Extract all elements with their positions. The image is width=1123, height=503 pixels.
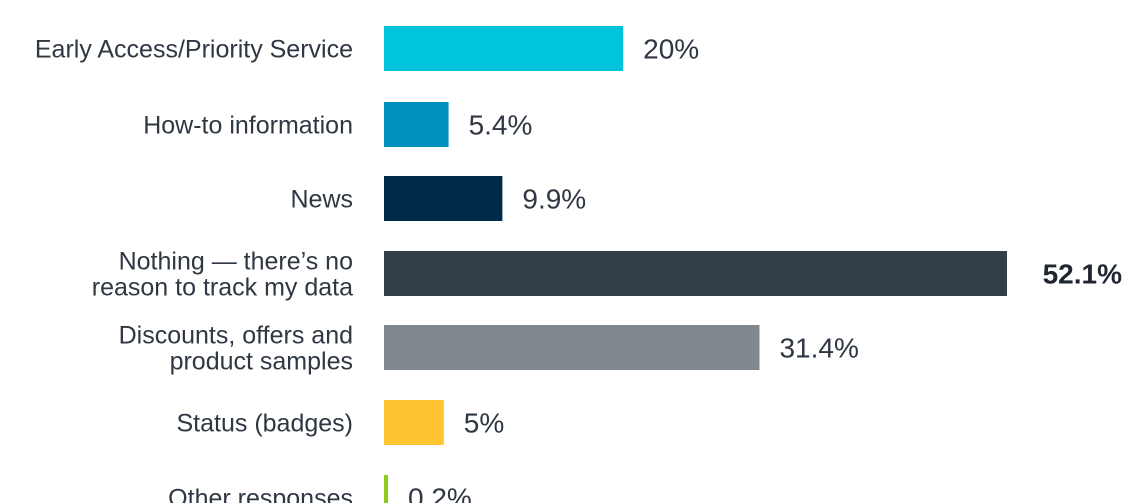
category-labels-group: Early Access/Priority Service How-to info… xyxy=(35,36,353,503)
category-label-line: Discounts, offers and xyxy=(119,322,353,350)
category-label-6: Other responses xyxy=(168,485,353,503)
category-label-4: Discounts, offers and product samples xyxy=(119,322,353,376)
value-labels-group: 20% 5.4% 9.9% 52.1% 31.4% 5% 0.2% xyxy=(408,34,1122,503)
value-label-2: 9.9% xyxy=(522,184,586,215)
bar-0 xyxy=(384,26,624,71)
bar-5 xyxy=(384,400,444,445)
bar-4 xyxy=(384,325,760,370)
category-label-1: How-to information xyxy=(143,112,353,140)
value-label-1: 5.4% xyxy=(469,110,533,141)
bar-2 xyxy=(384,176,503,221)
value-label-0: 20% xyxy=(643,34,699,65)
category-label-line: Status (badges) xyxy=(177,410,354,438)
bar-3 xyxy=(384,251,1007,296)
value-label-3: 52.1% xyxy=(1043,259,1122,290)
category-label-line: product samples xyxy=(170,348,353,376)
category-label-2: News xyxy=(290,186,353,214)
value-label-6: 0.2% xyxy=(408,483,472,503)
category-label-0: Early Access/Priority Service xyxy=(35,36,353,64)
category-label-3: Nothing — there’s no reason to track my d… xyxy=(92,248,353,302)
value-label-4: 31.4% xyxy=(779,333,858,364)
bar-1 xyxy=(384,102,449,147)
bars-group xyxy=(384,26,1007,503)
category-label-line: Early Access/Priority Service xyxy=(35,36,353,64)
category-label-line: How-to information xyxy=(143,112,353,140)
category-label-5: Status (badges) xyxy=(177,410,354,438)
category-label-line: reason to track my data xyxy=(92,274,353,302)
category-label-line: Other responses xyxy=(168,485,353,503)
bar-6 xyxy=(384,475,388,503)
category-label-line: News xyxy=(290,186,353,214)
category-label-line: Nothing — there’s no xyxy=(119,248,353,276)
value-label-5: 5% xyxy=(464,408,504,439)
